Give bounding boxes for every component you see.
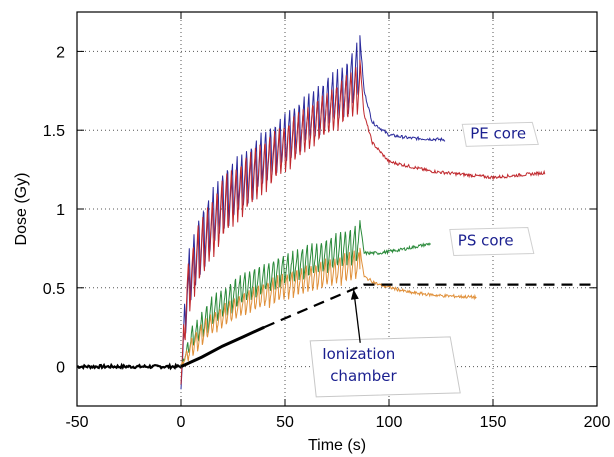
x-tick-label: 100 <box>376 414 403 431</box>
ionization-chamber-callout: Ionization chamber <box>309 289 461 398</box>
ionization-chamber-callout-box <box>309 336 461 398</box>
dose-series-line <box>180 60 546 385</box>
x-tick-label: 50 <box>276 414 294 431</box>
x-tick-label: -50 <box>65 414 88 431</box>
ps-core-callout: PS core <box>449 227 535 257</box>
x-ticks: -50 0 50 100 150 200 <box>65 12 610 431</box>
pe-core-callout-box <box>461 121 539 147</box>
pe-core-label: PE core <box>470 124 526 142</box>
ps-core-label: PS core <box>458 232 514 250</box>
y-tick-label: 2 <box>56 44 65 61</box>
y-tick-label: 0 <box>56 360 65 377</box>
ps-core-callout-box <box>449 227 535 257</box>
y-tick-label: 1.5 <box>43 123 65 140</box>
series-group <box>76 35 597 390</box>
ionization-chamber-label-line1: Ionization <box>322 345 395 363</box>
ionization-chamber-label-line2: chamber <box>330 367 397 385</box>
y-axis-title: Dose (Gy) <box>13 173 30 246</box>
y-tick-label: 1 <box>56 202 65 219</box>
x-tick-label: 200 <box>584 414 611 431</box>
dose-series-line <box>180 220 431 367</box>
x-tick-label: 150 <box>480 414 507 431</box>
ionization-chamber-dashed-line <box>263 283 597 329</box>
y-tick-label: 0.5 <box>43 281 65 298</box>
baseline-line <box>76 362 182 371</box>
x-axis-title: Time (s) <box>308 437 366 454</box>
dose-series-line <box>180 247 477 367</box>
y-ticks: 0 0.5 1 1.5 2 <box>43 44 597 377</box>
x-tick-label: 0 <box>177 414 186 431</box>
ionization-chamber-solid-line <box>180 325 265 368</box>
pe-core-callout: PE core <box>461 121 539 147</box>
callout-arrowhead <box>350 289 359 300</box>
